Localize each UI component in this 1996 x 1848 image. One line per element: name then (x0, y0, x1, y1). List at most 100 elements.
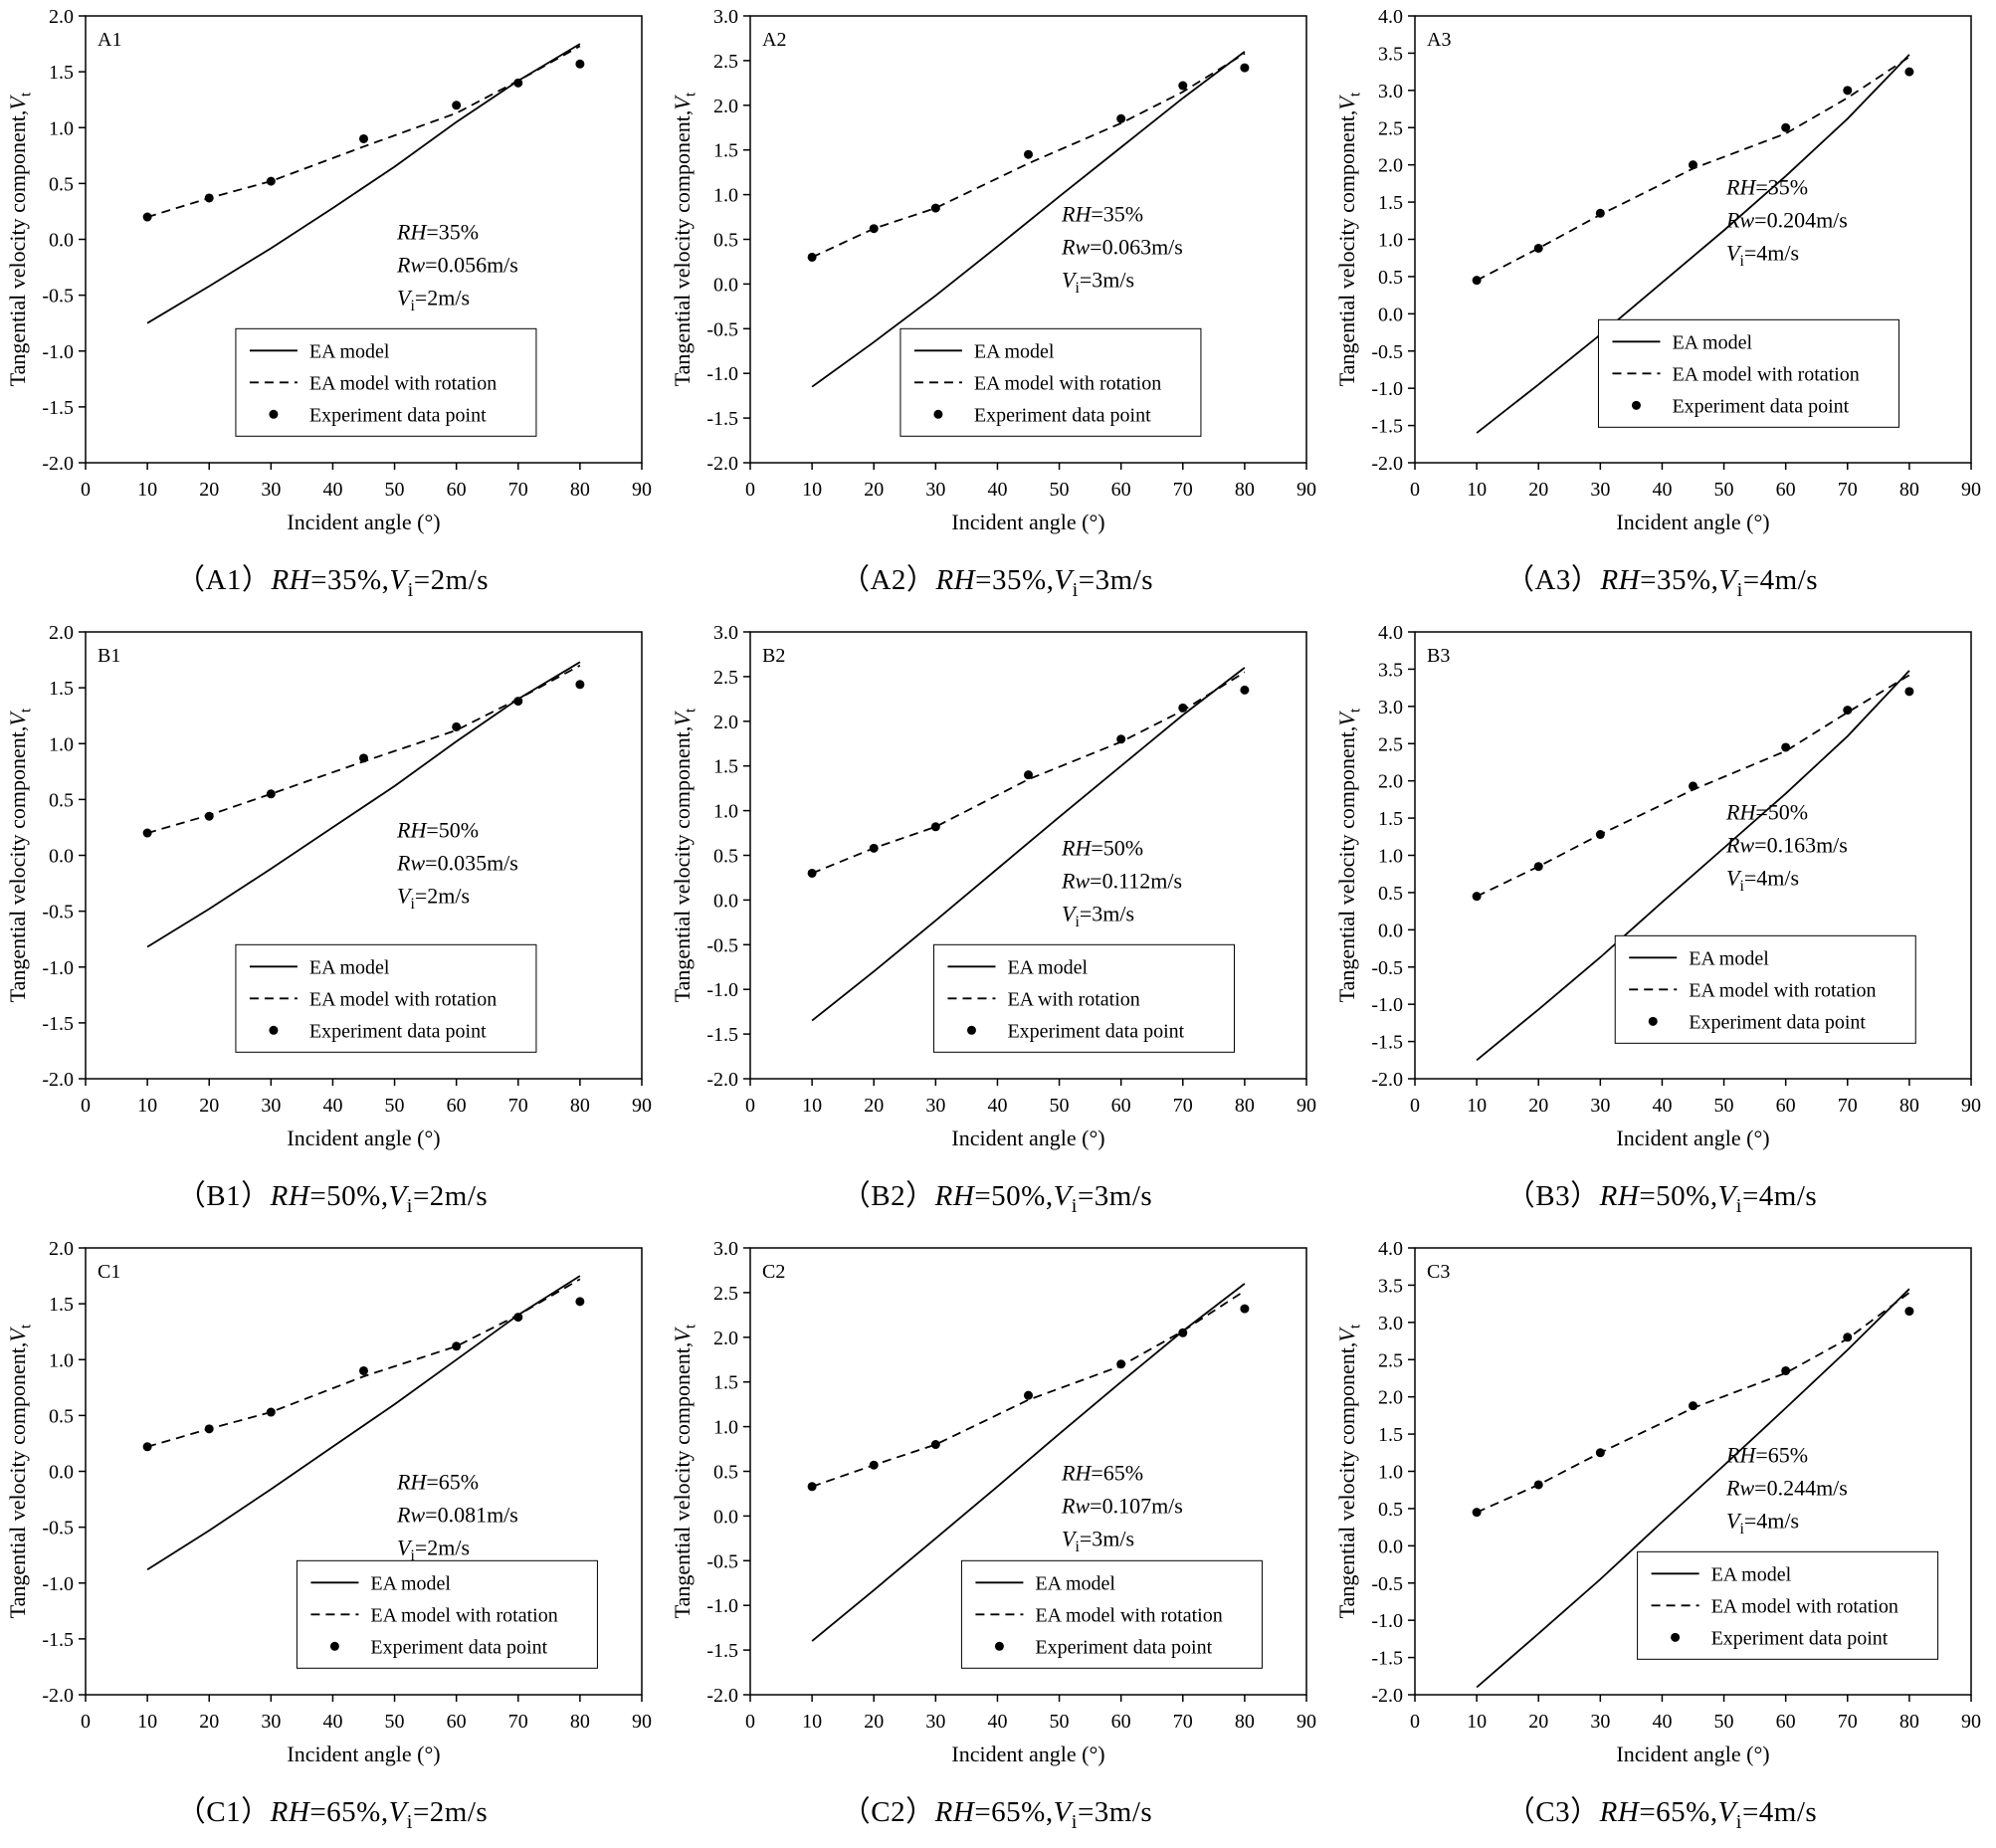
chart-caption-C3: （C3）RH=65%,Vi=4m/s (1505, 1796, 1818, 1833)
experiment-points (807, 63, 1250, 262)
svg-text:Vi=3m/s: Vi=3m/s (1062, 902, 1134, 930)
svg-text:EA model: EA model (1007, 956, 1088, 978)
svg-text:1.5: 1.5 (1378, 192, 1403, 214)
svg-text:RH=65%: RH=65% (396, 1469, 479, 1494)
svg-text:60: 60 (1111, 479, 1131, 501)
svg-text:0.5: 0.5 (49, 1405, 74, 1427)
panel-label: C2 (762, 1261, 785, 1283)
svg-text:50: 50 (385, 1095, 405, 1117)
chart-caption-A2: （A2）RH=35%,Vi=3m/s (840, 564, 1153, 601)
svg-text:30: 30 (925, 1095, 945, 1117)
x-axis: 0 10 20 30 40 50 60 70 80 90 (745, 1695, 1316, 1733)
svg-text:3.5: 3.5 (1378, 1275, 1403, 1297)
svg-text:30: 30 (1590, 479, 1610, 501)
svg-text:-1.5: -1.5 (1371, 1032, 1403, 1054)
svg-text:0.5: 0.5 (713, 1462, 738, 1484)
chart-cell-C3: 0 10 20 30 40 50 60 70 80 90 -2.0 -1.5 -1.0 -0.5 0.0 0.… (1329, 1232, 1994, 1848)
svg-text:1.5: 1.5 (49, 1294, 74, 1316)
svg-text:10: 10 (802, 1711, 822, 1733)
x-axis: 0 10 20 30 40 50 60 70 80 90 (1410, 463, 1981, 501)
svg-text:20: 20 (864, 479, 884, 501)
svg-text:EA model: EA model (974, 340, 1055, 362)
svg-text:0.5: 0.5 (713, 230, 738, 252)
experiment-points (807, 685, 1250, 878)
svg-text:70: 70 (508, 479, 528, 501)
svg-text:1.0: 1.0 (49, 733, 74, 755)
svg-text:EA model with rotation: EA model with rotation (1711, 1595, 1898, 1617)
legend-box: EA model EA with rotation Experiment data … (932, 943, 1235, 1053)
svg-text:0.0: 0.0 (713, 274, 738, 296)
chart-A1: 0 10 20 30 40 50 60 70 80 90 -2.0 -1.5 -1.0 -0.5 0.0 0.… (5, 6, 652, 534)
x-axis: 0 10 20 30 40 50 60 70 80 90 (81, 1695, 652, 1733)
annotation: RH=35% Rw=0.063m/s Vi=3m/s (1061, 202, 1183, 297)
svg-text:-1.5: -1.5 (42, 397, 74, 419)
svg-text:90: 90 (632, 1711, 652, 1733)
svg-text:EA model: EA model (370, 1572, 451, 1594)
svg-text:-1.0: -1.0 (1371, 378, 1403, 400)
svg-text:EA model: EA model (1672, 331, 1752, 353)
annotation: RH=50% Rw=0.112m/s Vi=3m/s (1061, 836, 1182, 930)
svg-text:Rw=0.163m/s: Rw=0.163m/s (1725, 833, 1848, 858)
ea-rotation-line (146, 1278, 581, 1448)
svg-text:0: 0 (81, 1095, 91, 1117)
svg-text:EA model with rotation: EA model with rotation (1689, 979, 1876, 1001)
svg-text:70: 70 (1838, 1095, 1858, 1117)
panel-label: A1 (98, 29, 121, 51)
svg-text:60: 60 (447, 1711, 467, 1733)
chart-caption-A3: （A3）RH=35%,Vi=4m/s (1504, 564, 1818, 601)
svg-text:2.0: 2.0 (1378, 771, 1403, 793)
svg-text:-1.0: -1.0 (42, 1573, 74, 1595)
x-axis-label: Incident angle (°) (1616, 1742, 1769, 1766)
y-axis: -2.0 -1.5 -1.0 -0.5 0.0 0.5 1.0 1.5 2.0 2.5 3.0 3.5… (1371, 1238, 1415, 1707)
svg-text:30: 30 (261, 479, 281, 501)
svg-text:70: 70 (1173, 479, 1193, 501)
svg-text:-0.5: -0.5 (1371, 1573, 1403, 1595)
chart-C1: 0 10 20 30 40 50 60 70 80 90 -2.0 -1.5 -1.0 -0.5 0.0 0.… (5, 1238, 652, 1766)
svg-text:80: 80 (570, 1711, 590, 1733)
chart-cell-A3: 0 10 20 30 40 50 60 70 80 90 -2.0 -1.5 -1.0 -0.5 0.0 0.… (1329, 0, 1994, 616)
svg-text:90: 90 (1961, 479, 1981, 501)
svg-text:Rw=0.244m/s: Rw=0.244m/s (1725, 1476, 1848, 1501)
svg-text:-0.5: -0.5 (42, 1518, 74, 1540)
chart-B2: 0 10 20 30 40 50 60 70 80 90 -2.0 -1.5 -1.0 -0.5 0.0 0.… (670, 622, 1316, 1150)
panel-label: C3 (1427, 1261, 1450, 1283)
svg-text:RH=50%: RH=50% (396, 818, 479, 843)
svg-text:20: 20 (1528, 479, 1548, 501)
svg-text:20: 20 (199, 479, 219, 501)
svg-text:-1.0: -1.0 (1371, 994, 1403, 1016)
ea-rotation-line (146, 45, 581, 218)
svg-text:50: 50 (1050, 1095, 1070, 1117)
svg-text:30: 30 (1590, 1095, 1610, 1117)
y-axis-label: Tangential velocity component,Vt (5, 92, 34, 386)
x-axis-label: Incident angle (°) (1616, 1126, 1769, 1150)
svg-text:RH=35%: RH=35% (396, 220, 479, 245)
svg-text:70: 70 (1173, 1095, 1193, 1117)
y-axis-label: Tangential velocity component,Vt (1334, 1324, 1363, 1618)
ea-model-line (1476, 1288, 1910, 1689)
svg-text:10: 10 (1467, 1711, 1487, 1733)
svg-text:Experiment data point: Experiment data point (370, 1636, 547, 1658)
svg-text:2.0: 2.0 (713, 1328, 738, 1349)
chart-C3: 0 10 20 30 40 50 60 70 80 90 -2.0 -1.5 -1.0 -0.5 0.0 0.… (1334, 1238, 1981, 1766)
legend-box: EA model EA model with rotation Experiment… (235, 943, 537, 1053)
svg-text:30: 30 (925, 479, 945, 501)
ea-model-line (811, 51, 1246, 388)
svg-text:Experiment data point: Experiment data point (1689, 1011, 1866, 1033)
svg-text:2.0: 2.0 (713, 712, 738, 733)
y-axis-label: Tangential velocity component,Vt (5, 708, 34, 1002)
svg-text:90: 90 (1297, 1095, 1316, 1117)
svg-text:3.0: 3.0 (1378, 697, 1403, 719)
annotation: RH=50% Rw=0.163m/s Vi=4m/s (1725, 800, 1848, 895)
svg-text:-1.5: -1.5 (706, 1640, 738, 1662)
svg-text:0.5: 0.5 (49, 173, 74, 195)
svg-text:3.5: 3.5 (1378, 43, 1403, 65)
svg-text:0.0: 0.0 (1378, 304, 1403, 325)
experiment-points (1472, 1307, 1914, 1518)
svg-text:10: 10 (137, 1095, 157, 1117)
svg-text:80: 80 (570, 479, 590, 501)
svg-text:50: 50 (1714, 479, 1734, 501)
svg-text:0: 0 (745, 1095, 755, 1117)
legend-box: EA model EA model with rotation Experiment… (1614, 934, 1916, 1044)
x-axis-label: Incident angle (°) (287, 1742, 440, 1766)
x-axis: 0 10 20 30 40 50 60 70 80 90 (81, 1079, 652, 1117)
